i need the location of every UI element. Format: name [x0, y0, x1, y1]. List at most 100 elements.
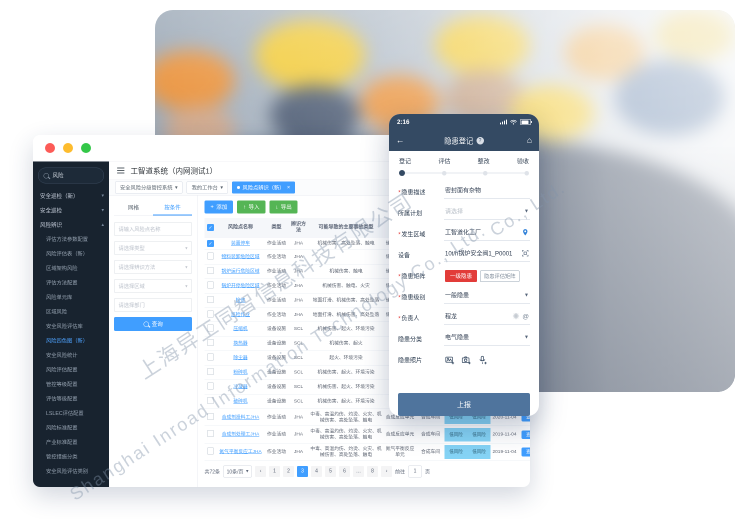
risk-point-link[interactable]: 合成剂投料工JHA: [221, 414, 260, 420]
sidebar-item-9[interactable]: 安全风险评估库: [33, 319, 109, 334]
sidebar-item-19[interactable]: 安全风险评估类别: [33, 464, 109, 479]
row-checkbox[interactable]: [207, 353, 214, 361]
row-checkbox[interactable]: [207, 266, 214, 274]
page-button-1[interactable]: 1: [269, 465, 281, 477]
field-control[interactable]: 密封面有杂物: [444, 186, 530, 199]
risk-point-link[interactable]: 换热器: [233, 340, 248, 347]
hazard-grade-badge[interactable]: 一级隐患: [445, 270, 477, 282]
home-icon[interactable]: ⌂: [526, 135, 532, 146]
add-button[interactable]: + 添加: [204, 200, 234, 214]
export-button[interactable]: ↓ 导出: [269, 200, 298, 214]
risk-point-link[interactable]: 破碎机: [233, 398, 248, 404]
filter-select-3[interactable]: 请选择区域 ▾: [114, 279, 192, 293]
risk-point-link[interactable]: 锅炉开停危险区域: [221, 282, 260, 289]
filter-input-0[interactable]: 请输入风险点名称: [114, 222, 192, 236]
filter-tab-1[interactable]: 按条件: [153, 201, 192, 216]
filter-select-1[interactable]: 请选择类型 ▾: [114, 241, 192, 255]
field-control[interactable]: [444, 355, 530, 365]
row-checkbox[interactable]: [207, 324, 214, 332]
window-close-icon[interactable]: [45, 143, 55, 153]
sidebar-item-12[interactable]: 风险评估配置: [33, 363, 109, 378]
window-maximize-icon[interactable]: [81, 143, 91, 153]
row-checkbox[interactable]: [207, 368, 214, 375]
risk-point-link[interactable]: 冷凝器: [233, 383, 248, 390]
sidebar-item-6[interactable]: 评估方法配置: [33, 276, 109, 291]
risk-point-link[interactable]: 检修: [235, 297, 246, 303]
row-checkbox[interactable]: [207, 310, 214, 318]
image-add-icon[interactable]: [445, 355, 455, 365]
sidebar-item-4[interactable]: 风险评估表（新）: [33, 247, 109, 262]
sidebar-item-2[interactable]: 风险辨识 ▴: [33, 218, 109, 233]
sidebar-item-5[interactable]: 区域架构风险: [33, 261, 109, 276]
page-button-4[interactable]: 4: [311, 465, 323, 477]
sidebar-item-16[interactable]: 风险标准配置: [33, 421, 109, 436]
page-button-8[interactable]: 8: [367, 465, 379, 477]
next-page-button[interactable]: ›: [381, 465, 393, 477]
import-button[interactable]: ↑ 导入: [237, 200, 266, 214]
risk-point-link[interactable]: 装置停车: [230, 240, 250, 247]
row-checkbox[interactable]: [207, 382, 214, 390]
risk-point-link[interactable]: 锅炉运行危险区域: [221, 268, 260, 274]
submit-button[interactable]: 上报: [398, 393, 530, 416]
field-control[interactable]: 请选择 ▼: [444, 207, 530, 220]
row-checkbox[interactable]: [207, 295, 214, 303]
row-checkbox[interactable]: ✓: [207, 240, 214, 247]
view-button[interactable]: 查看: [521, 412, 530, 422]
query-button[interactable]: 查询: [114, 317, 192, 331]
sidebar-item-15[interactable]: LSLEC评估配置: [33, 406, 109, 421]
risk-point-link[interactable]: 合成剂处理工JHA: [221, 431, 260, 438]
per-page-select[interactable]: 10条/页 ▾: [223, 465, 253, 478]
camera-add-icon[interactable]: [461, 355, 472, 365]
filter-tab-0[interactable]: 网格: [128, 205, 139, 211]
sidebar-item-0[interactable]: 安全巡检（新） ▾: [33, 189, 109, 204]
field-control[interactable]: 工智道化工厂: [444, 228, 530, 241]
view-button[interactable]: 查看: [521, 430, 530, 439]
row-checkbox[interactable]: [207, 281, 214, 289]
row-checkbox[interactable]: [207, 339, 214, 347]
nav-tab-2[interactable]: 风险点辨识（新） ×: [232, 181, 296, 194]
sidebar-item-1[interactable]: 安全巡检 ▾: [33, 203, 109, 218]
row-checkbox[interactable]: [207, 430, 214, 438]
mic-add-icon[interactable]: [478, 355, 488, 365]
back-arrow-icon[interactable]: ←: [396, 135, 405, 146]
sidebar-item-10[interactable]: 风险四色图（新）: [33, 334, 109, 349]
help-badge-icon[interactable]: ?: [476, 136, 484, 145]
prev-page-button[interactable]: ‹: [255, 465, 267, 477]
page-button-6[interactable]: 6: [339, 465, 351, 477]
scan-qr-icon[interactable]: [522, 249, 530, 257]
row-checkbox[interactable]: [207, 396, 214, 404]
nav-tab-0[interactable]: 安全风险分级管控系统 ▾: [115, 181, 183, 194]
select-all-checkbox[interactable]: ✓: [207, 224, 214, 231]
row-checkbox[interactable]: [207, 447, 214, 455]
page-button-2[interactable]: 2: [283, 465, 295, 477]
row-checkbox[interactable]: [207, 412, 214, 420]
goto-page-input[interactable]: 1: [408, 465, 423, 478]
mention-at-icon[interactable]: @: [522, 312, 529, 320]
risk-point-link[interactable]: 巡检作业: [230, 311, 250, 318]
matrix-evaluate-button[interactable]: 隐患评估矩阵: [480, 270, 520, 282]
sidebar-item-3[interactable]: 评估方法参数配置: [33, 232, 109, 247]
risk-point-link[interactable]: 压缩机: [233, 326, 248, 332]
field-control[interactable]: 一般隐患 ▼: [444, 291, 530, 304]
filter-input-4[interactable]: 请选择部门: [114, 298, 192, 312]
risk-point-link[interactable]: 粉碎机: [233, 369, 248, 376]
settings-gear-icon[interactable]: [512, 312, 519, 320]
window-minimize-icon[interactable]: [63, 143, 73, 153]
sidebar-item-14[interactable]: 评估等级配置: [33, 392, 109, 407]
nav-tab-1[interactable]: 我的工作台 ▾: [186, 181, 229, 194]
sidebar-item-7[interactable]: 风险单元库: [33, 290, 109, 305]
view-button[interactable]: 查看: [521, 447, 530, 457]
page-button-5[interactable]: 5: [325, 465, 337, 477]
page-button-3[interactable]: 3: [297, 465, 309, 477]
filter-select-2[interactable]: 请选择辨识方法 ▾: [114, 260, 192, 274]
sidebar-item-13[interactable]: 管控等级配置: [33, 377, 109, 392]
risk-point-link[interactable]: 除尘器: [233, 355, 248, 361]
risk-point-link[interactable]: 物料装卸危险区域: [221, 254, 260, 260]
field-control[interactable]: 一级隐患 隐患评估矩阵: [444, 270, 530, 282]
field-control[interactable]: 程龙 @: [444, 312, 530, 325]
field-control[interactable]: 10t/h锅炉安全阀1_P0001: [444, 249, 530, 262]
risk-point-link[interactable]: 氮气平衡反应工JHA: [219, 449, 262, 455]
sidebar-item-11[interactable]: 安全风险统计: [33, 348, 109, 363]
hamburger-icon[interactable]: [117, 167, 125, 174]
sidebar-item-18[interactable]: 管控措施分类: [33, 450, 109, 465]
